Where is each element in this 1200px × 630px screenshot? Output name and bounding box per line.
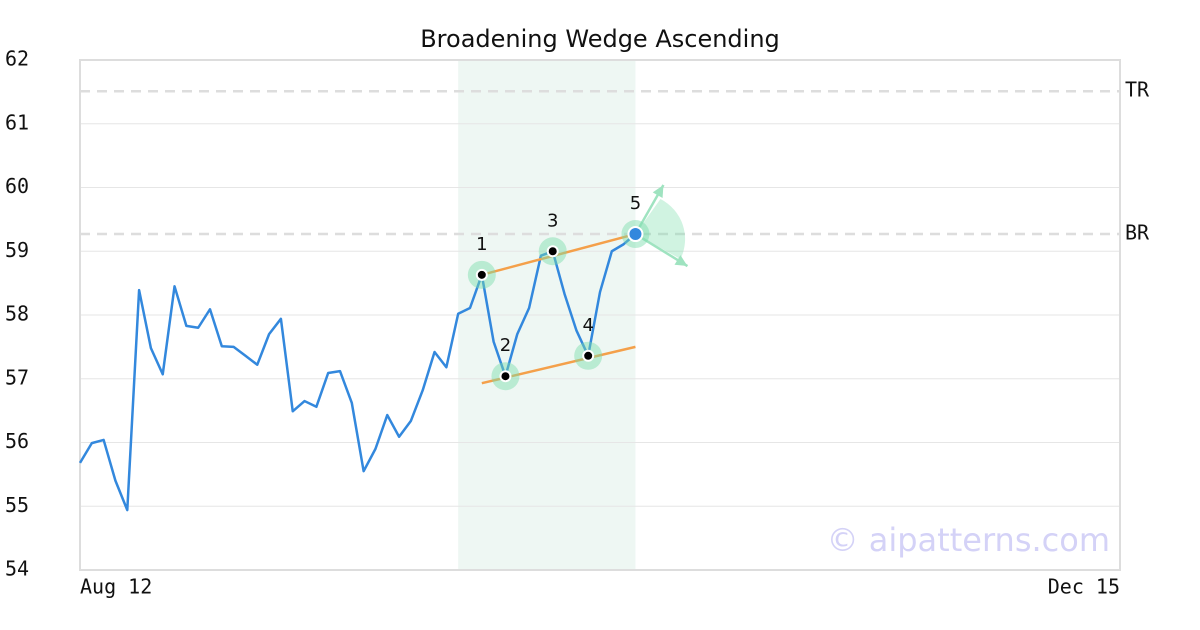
y-tick-label: 56 (5, 429, 29, 453)
y-tick-label: 62 (5, 47, 29, 71)
trend-line (481, 232, 636, 277)
y-tick-label: 54 (5, 557, 29, 581)
y-tick-label: 57 (5, 365, 29, 389)
pivot-point (546, 245, 559, 258)
pivot-point (499, 370, 512, 383)
y-tick-label: 61 (5, 110, 29, 134)
y-tick-label: 55 (5, 493, 29, 517)
pivot-point (582, 349, 595, 362)
reference-label: TR (1125, 78, 1150, 102)
y-tick-label: 59 (5, 238, 29, 262)
y-tick-label: 60 (5, 174, 29, 198)
pivot-label: 4 (582, 315, 593, 336)
arrow-head (674, 255, 688, 267)
watermark: © aipatterns.com (827, 521, 1110, 559)
plot-frame (79, 59, 1121, 571)
pivot-label: 1 (476, 234, 487, 255)
chart-title: Broadening Wedge Ascending (420, 25, 780, 53)
x-tick-label: Dec 15 (1048, 575, 1120, 599)
pivot-label: 3 (547, 210, 558, 231)
x-tick-label: Aug 12 (80, 575, 152, 599)
pivot-label: 2 (500, 335, 511, 356)
pivot-point (627, 226, 644, 243)
price-line (78, 233, 637, 512)
y-tick-label: 58 (5, 302, 29, 326)
pivot-label: 5 (630, 193, 641, 214)
pivot-point (475, 268, 488, 281)
reference-label: BR (1125, 221, 1150, 245)
arrow-head (652, 185, 664, 199)
breakout-cone (635, 199, 686, 260)
